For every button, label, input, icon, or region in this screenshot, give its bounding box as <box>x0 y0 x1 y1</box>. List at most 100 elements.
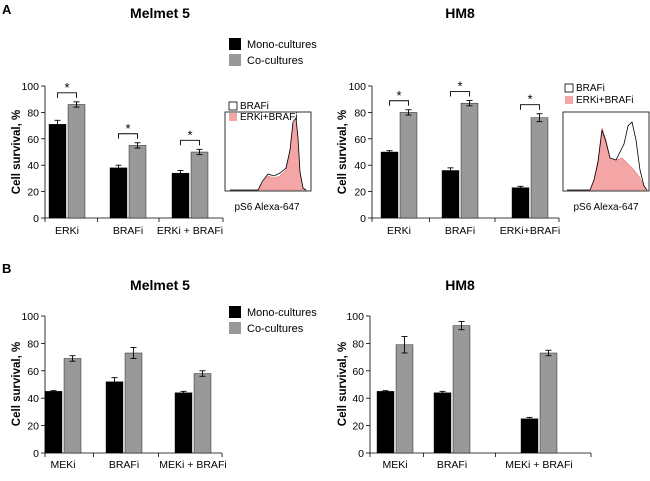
bar-mono-2 <box>520 418 539 454</box>
hist-legend-braf: BRAFi <box>240 101 269 112</box>
significance-star: * <box>64 80 69 95</box>
chart-title-b-hm8: HM8 <box>445 277 475 293</box>
significance-bracket <box>520 104 540 110</box>
legend-label-mono: Mono-cultures <box>247 39 317 51</box>
bar-charts: 0 20 40 60 80 100 Cell survival, % ERKi * BRAFi * E… <box>11 79 592 471</box>
bar-chart-b-hm8: 0 20 40 60 80 100 Cell survival, % MEKi BRAFi MEK… <box>337 311 592 471</box>
y-axis-label: Cell survival, % <box>337 342 349 426</box>
significance-star: * <box>527 92 532 107</box>
category-label: MEKi + BRAFi <box>505 459 572 471</box>
legend-swatch-co <box>229 54 241 66</box>
y-tick-label: 20 <box>27 187 39 199</box>
bar-mono-2 <box>174 392 193 454</box>
histogram-inset-melmet5: BRAFi ERKi+BRAFi pS6 Alexa-647 <box>224 101 312 213</box>
bar-co-1 <box>460 102 479 219</box>
significance-bracket <box>118 133 138 139</box>
category-label: MEKi + BRAFi <box>159 459 226 471</box>
bar-mono-0 <box>376 391 395 454</box>
hist-legend-erk-braf: ERKi+BRAFi <box>240 112 298 123</box>
category-label: BRAFi <box>445 225 475 237</box>
legend-swatch-co <box>229 322 241 334</box>
hist-legend-braf: BRAFi <box>576 83 605 94</box>
bar-co-0 <box>63 358 82 454</box>
legend-b: Mono-cultures Co-cultures <box>229 306 317 335</box>
category-label: BRAFi <box>113 225 143 237</box>
bar-co-2 <box>193 373 212 454</box>
significance-star: * <box>457 79 462 94</box>
category-label: ERKi+BRAFi <box>500 225 560 237</box>
hist-legend-swatch-braf <box>564 83 574 93</box>
category-label: MEKi <box>50 459 75 471</box>
bar-mono-2 <box>511 187 530 219</box>
bar-mono-1 <box>433 392 452 454</box>
category-label: ERKi <box>55 225 79 237</box>
bar-co-0 <box>399 112 418 219</box>
legend-label-mono: Mono-cultures <box>247 307 317 319</box>
legend-swatch-mono <box>229 38 241 50</box>
bar-co-0 <box>395 344 414 454</box>
hist-legend-swatch-erk-braf <box>565 96 573 104</box>
significance-star: * <box>187 127 192 142</box>
histogram-xlabel: pS6 Alexa-647 <box>573 202 638 213</box>
category-label: ERKi + BRAFi <box>157 225 223 237</box>
y-tick-label: 100 <box>346 311 364 323</box>
y-tick-label: 100 <box>348 81 366 93</box>
bar-chart-b-melmet5: 0 20 40 60 80 100 Cell survival, % MEKi BRAFi MEK… <box>11 311 227 471</box>
histogram-inset-hm8: BRAFi ERKi+BRAFi pS6 Alexa-647 <box>562 83 650 213</box>
bar-chart-a-hm8: 0 20 40 60 80 100 Cell survival, % ERKi * BRAFi * E… <box>337 79 560 237</box>
chart-title-a-hm8: HM8 <box>445 5 475 21</box>
y-tick-label: 80 <box>352 338 364 350</box>
bar-mono-0 <box>380 151 399 219</box>
legend-a: Mono-cultures Co-cultures <box>229 38 317 67</box>
y-tick-label: 40 <box>27 160 39 172</box>
y-tick-label: 100 <box>21 81 39 93</box>
chart-title-a-melmet5: Melmet 5 <box>130 5 190 21</box>
significance-bracket <box>57 92 77 98</box>
bar-co-2 <box>539 352 558 454</box>
y-tick-label: 60 <box>27 134 39 146</box>
panel-label-b: B <box>2 261 11 276</box>
significance-star: * <box>396 88 401 103</box>
y-tick-label: 80 <box>354 107 366 119</box>
histogram-braf-line <box>567 121 648 191</box>
hist-legend-swatch-braf <box>228 101 238 111</box>
bar-mono-1 <box>441 170 460 219</box>
bar-mono-1 <box>109 167 128 219</box>
y-tick-label: 60 <box>27 366 39 378</box>
bar-co-1 <box>128 145 147 219</box>
bar-co-2 <box>190 151 209 219</box>
y-tick-label: 40 <box>352 393 364 405</box>
histogram-braf-line <box>230 116 307 191</box>
bar-mono-1 <box>105 381 124 454</box>
y-tick-label: 20 <box>354 187 366 199</box>
significance-bracket <box>450 91 470 97</box>
legend-label-co: Co-cultures <box>247 323 304 335</box>
panel-label-a: A <box>2 2 12 17</box>
hist-legend-swatch-erk-braf <box>229 113 237 121</box>
chart-title-b-melmet5: Melmet 5 <box>130 277 190 293</box>
y-tick-label: 0 <box>33 448 39 460</box>
bar-mono-0 <box>44 391 63 454</box>
bar-co-1 <box>124 352 143 454</box>
y-tick-label: 100 <box>21 311 39 323</box>
y-tick-label: 40 <box>27 393 39 405</box>
category-label: MEKi <box>382 459 407 471</box>
y-tick-label: 80 <box>27 107 39 119</box>
significance-bracket <box>389 100 409 106</box>
category-label: ERKi <box>387 225 411 237</box>
y-tick-label: 20 <box>27 421 39 433</box>
bar-mono-2 <box>171 172 190 219</box>
y-tick-label: 60 <box>354 134 366 146</box>
legend-swatch-mono <box>229 306 241 318</box>
y-tick-label: 80 <box>27 338 39 350</box>
hist-legend-erk-braf: ERKi+BRAFi <box>576 95 634 106</box>
y-tick-label: 20 <box>352 421 364 433</box>
category-label: BRAFi <box>109 459 139 471</box>
y-axis-label: Cell survival, % <box>11 110 23 194</box>
y-tick-label: 0 <box>358 448 364 460</box>
y-tick-label: 0 <box>360 213 366 225</box>
bar-co-1 <box>452 325 471 454</box>
bar-chart-a-melmet5: 0 20 40 60 80 100 Cell survival, % ERKi * BRAFi * E… <box>11 80 224 237</box>
significance-bracket <box>180 139 200 146</box>
